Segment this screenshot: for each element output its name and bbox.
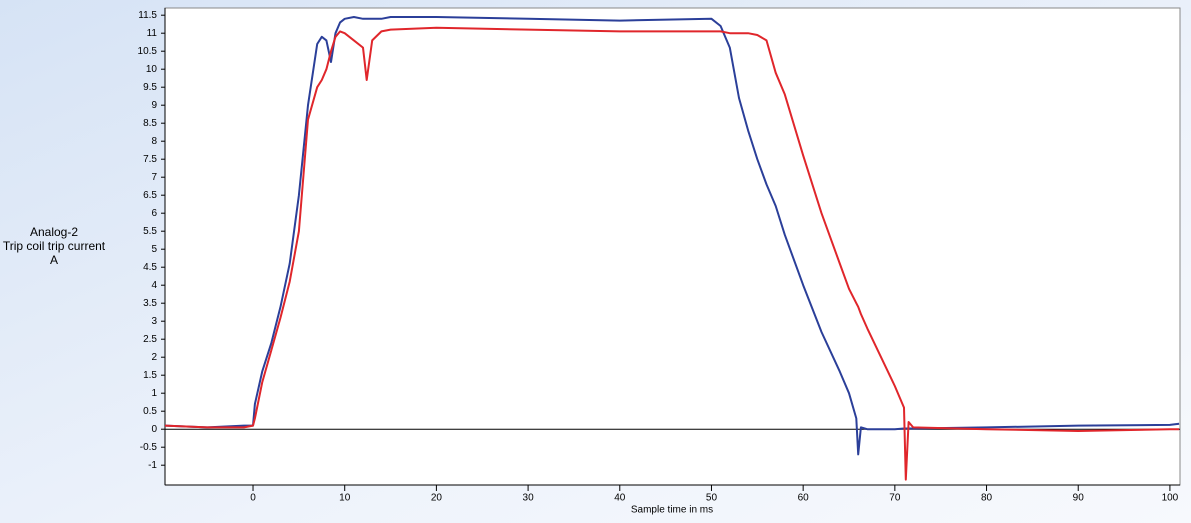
y-tick-label: 1: [151, 388, 157, 399]
x-tick-label: 0: [250, 493, 256, 504]
y-tick-label: 6: [151, 208, 157, 219]
y-tick-label: 8: [151, 136, 157, 147]
x-tick-label: 20: [431, 493, 443, 504]
y-tick-label: 3.5: [143, 298, 157, 309]
y-tick-label: 5: [151, 244, 157, 255]
y-tick-label: 2: [151, 352, 157, 363]
y-tick-label: 10: [146, 64, 158, 75]
y-tick-label: 4: [151, 280, 157, 291]
plot-area: [164, 7, 1181, 486]
y-tick-label: 11.5: [138, 10, 157, 21]
x-tick-label: 60: [798, 493, 810, 504]
y-axis-title: Analog-2: [30, 225, 78, 239]
y-tick-label: 1.5: [143, 370, 157, 381]
y-tick-label: 7.5: [143, 154, 157, 165]
y-tick-label: 9: [151, 100, 157, 111]
x-tick-label: 30: [523, 493, 535, 504]
x-tick-label: 80: [981, 493, 993, 504]
y-tick-label: 6.5: [143, 190, 157, 201]
y-tick-label: -0.5: [140, 442, 158, 453]
x-tick-label: 40: [614, 493, 626, 504]
x-axis-title: Sample time in ms: [631, 505, 713, 516]
y-tick-label: 8.5: [143, 118, 157, 129]
y-tick-label: 11: [147, 28, 158, 39]
data-line: [164, 26, 1180, 481]
y-axis-title: A: [50, 253, 58, 267]
y-tick-label: 2.5: [143, 334, 157, 345]
y-tick-label: 0.5: [143, 406, 157, 417]
x-tick-label: 100: [1162, 493, 1179, 504]
y-axis-title: Trip coil trip current: [3, 239, 106, 253]
y-tick-label: 10.5: [138, 46, 158, 57]
y-tick-label: 0: [151, 424, 157, 435]
y-tick-label: -1: [148, 460, 157, 471]
y-tick-label: 4.5: [143, 262, 157, 273]
y-tick-label: 9.5: [143, 82, 157, 93]
x-tick-label: 10: [339, 493, 351, 504]
x-tick-label: 90: [1073, 493, 1085, 504]
y-tick-label: 7: [151, 172, 157, 183]
data-line: [164, 16, 1180, 456]
x-tick-label: 50: [706, 493, 718, 504]
x-tick-label: 70: [889, 493, 901, 504]
y-tick-label: 3: [151, 316, 157, 327]
y-tick-label: 5.5: [143, 226, 157, 237]
